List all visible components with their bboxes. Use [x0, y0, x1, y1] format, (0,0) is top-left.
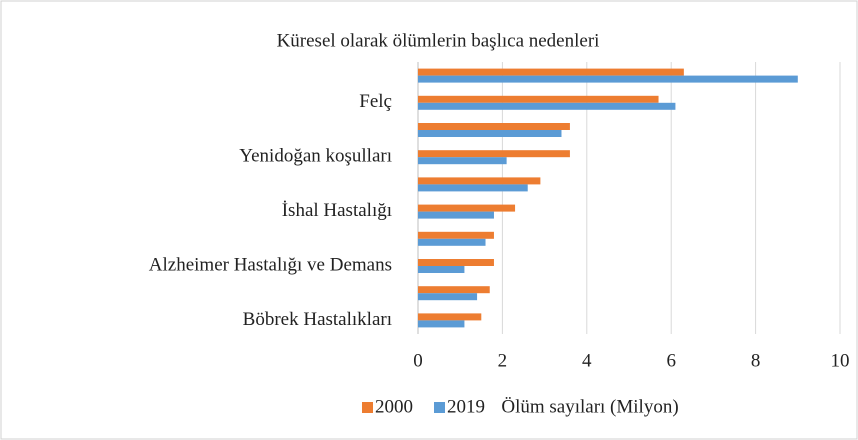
y-tick-label: İshal Hastalığı: [282, 200, 392, 221]
legend-label: 2019: [447, 396, 485, 417]
bar: [418, 130, 562, 137]
bar: [418, 123, 570, 130]
chart-title: Küresel olarak ölümlerin başlıca nedenle…: [277, 30, 600, 51]
bar: [418, 313, 482, 321]
legend-label: 2000: [375, 396, 413, 417]
bar: [418, 204, 516, 212]
bar: [418, 102, 676, 110]
bar: [418, 177, 541, 185]
x-tick-label: 6: [666, 350, 676, 371]
bar: [418, 286, 490, 294]
legend-swatch: [434, 402, 445, 413]
y-tick-label: Yenidoğan koşulları: [239, 146, 392, 167]
bar: [418, 150, 570, 158]
y-tick-label: Alzheimer Hastalığı ve Demans: [149, 254, 392, 275]
bar: [418, 320, 465, 328]
x-tick-label: 0: [413, 350, 423, 371]
bar: [418, 68, 684, 76]
legend-swatch: [362, 402, 373, 413]
bar: [418, 293, 478, 301]
x-tick-label: 8: [751, 350, 761, 371]
y-tick-label: Böbrek Hastalıkları: [243, 309, 392, 330]
y-tick-label: Felç: [359, 91, 392, 112]
bar: [418, 157, 507, 165]
bar: [418, 238, 486, 246]
x-tick-label: 2: [498, 350, 508, 371]
bar: [418, 75, 798, 83]
x-tick-label: 4: [582, 350, 592, 371]
bar: [418, 266, 465, 273]
x-tick-label: 10: [831, 350, 850, 371]
bar: [418, 184, 528, 192]
bar: [418, 211, 494, 219]
x-axis-label: Ölüm sayıları (Milyon): [501, 396, 678, 417]
bar: [418, 95, 659, 103]
bar: [418, 259, 494, 266]
bar: [418, 231, 494, 239]
